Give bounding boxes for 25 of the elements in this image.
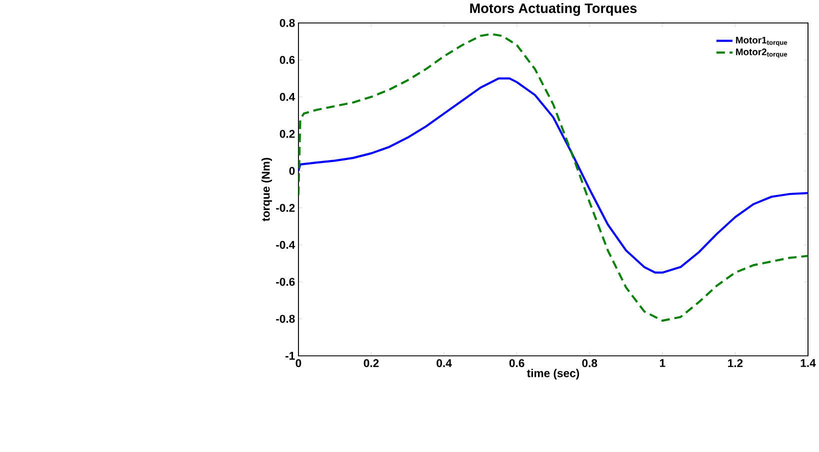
y-tick-label: 0.8 [280, 18, 295, 27]
line-series [298, 77, 808, 274]
y-tick-label: 0.6 [280, 56, 295, 64]
y-tick-label: -0.6 [276, 278, 295, 286]
x-tick-label: 1.2 [728, 359, 743, 368]
y-axis-title: torque (Nm) [261, 158, 272, 222]
x-tick-label: 0.2 [364, 359, 379, 368]
y-tick-label: 0.4 [280, 92, 296, 101]
x-axis-title: time (sec) [526, 368, 580, 380]
legend-label: Motor2$_{torque}$ [736, 48, 788, 58]
y-tick-label: -0.4 [276, 240, 296, 249]
y-tick-label: 0.2 [280, 130, 295, 138]
line-series [298, 33, 808, 322]
x-tick-label: 1.4 [800, 359, 816, 367]
y-tick-label: -0.8 [276, 314, 295, 323]
y-tick-label: 0 [289, 166, 295, 175]
legend-label: Motor1$_{torque}$ [736, 36, 788, 46]
x-tick-label: 0.4 [436, 359, 452, 368]
x-tick-label: 0.6 [509, 359, 524, 368]
y-tick-label: -1 [286, 352, 295, 360]
x-tick-label: 1 [660, 359, 666, 367]
x-tick-label: 0 [296, 359, 302, 368]
x-tick-label: 0.8 [582, 359, 598, 368]
chart-title: Motors Actuating Torques [470, 3, 637, 16]
y-tick-label: -0.2 [276, 204, 295, 212]
